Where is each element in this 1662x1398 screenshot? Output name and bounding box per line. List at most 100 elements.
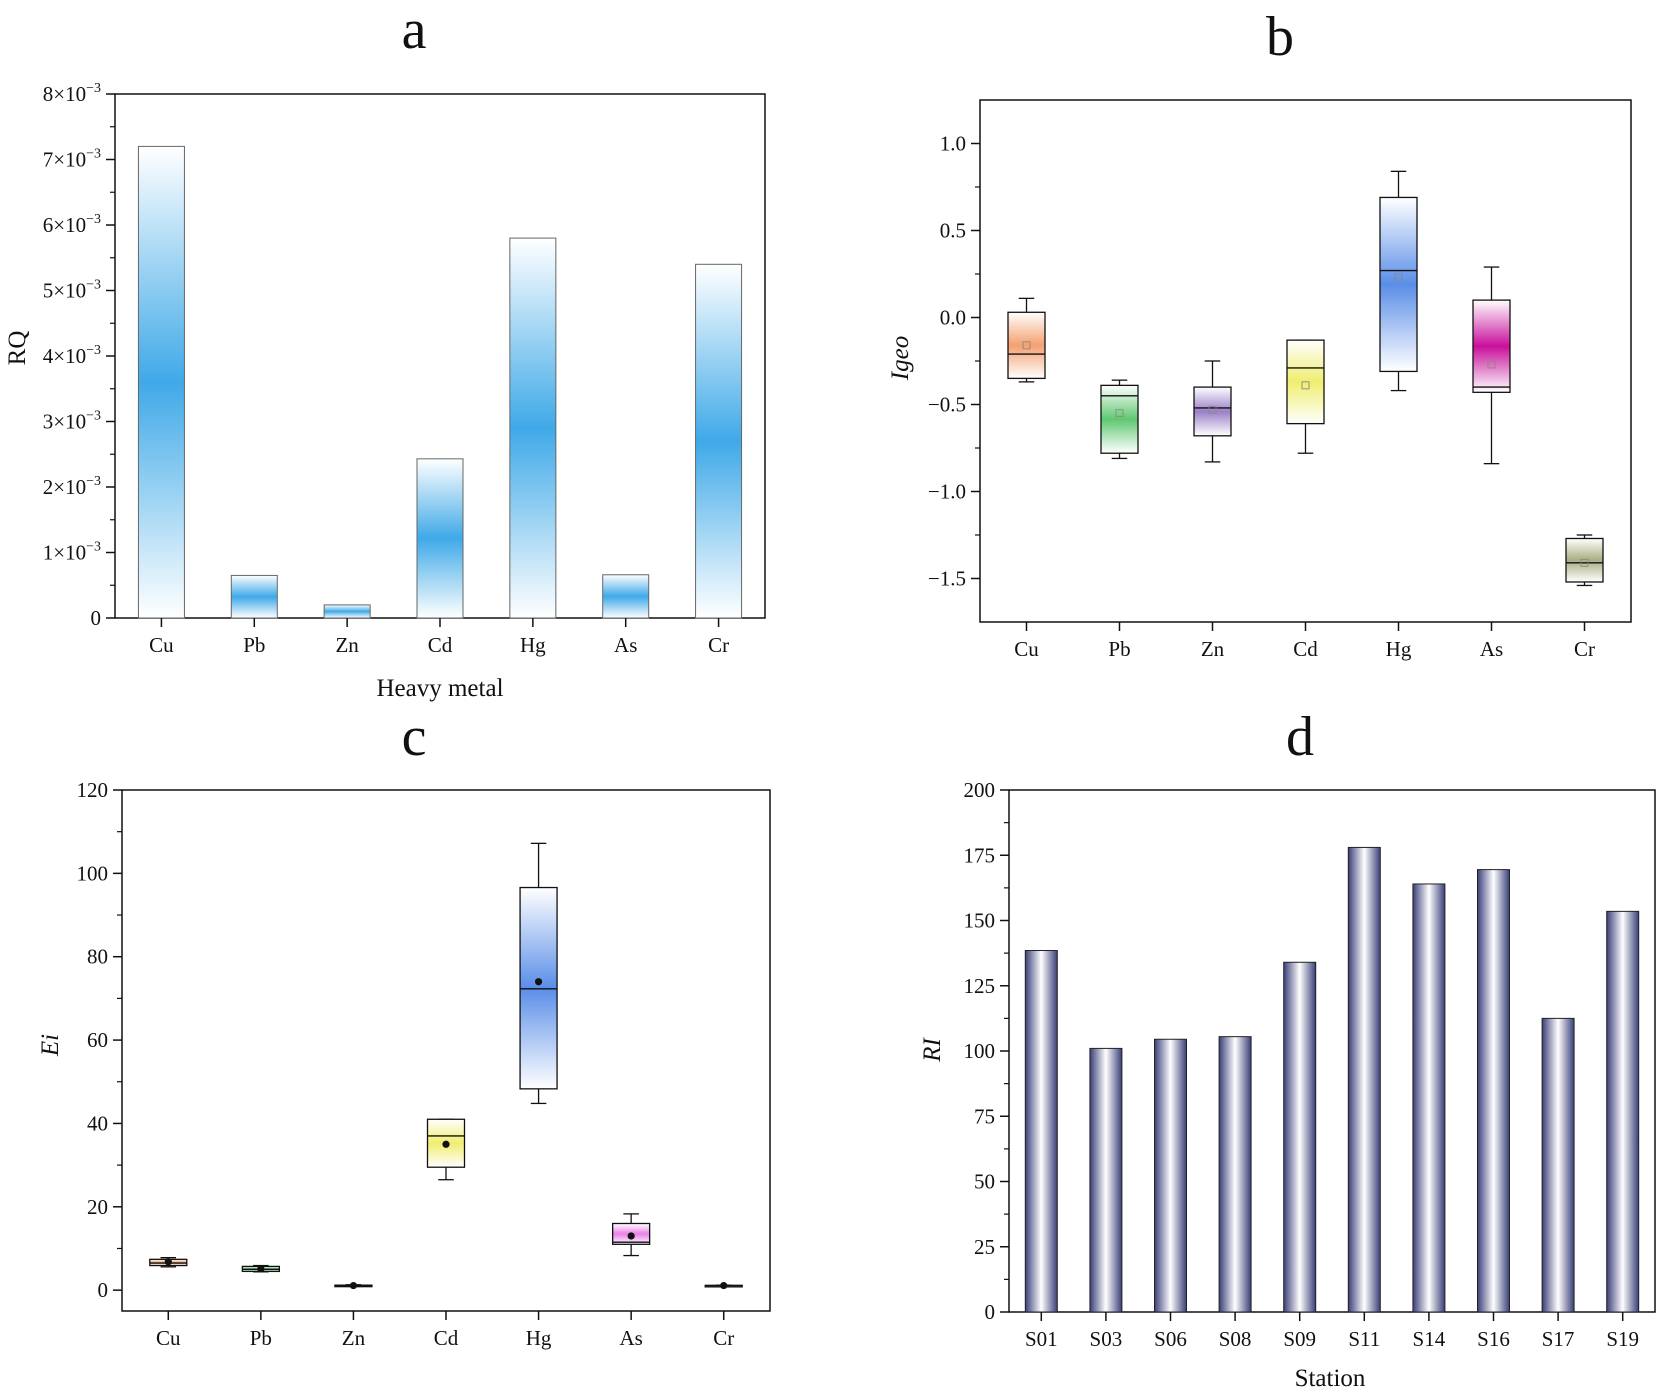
panel-b-xtick-label: As	[1480, 637, 1503, 661]
panel-c-ylabel: Ei	[37, 1034, 64, 1057]
panel-a-ytick-label: 1×10−3	[43, 540, 101, 565]
panel-b-box	[1193, 386, 1232, 437]
panel-d-ylabel: RI	[919, 1037, 946, 1063]
panel-d-xtick-label: S08	[1219, 1327, 1252, 1351]
panel-d-ytick-label: 175	[964, 843, 996, 867]
panel-d-xtick-label: S06	[1154, 1327, 1187, 1351]
panel-b-xtick-label: Pb	[1108, 637, 1130, 661]
panel-d-bar	[1218, 1036, 1252, 1313]
panel-b-xtick-label: Zn	[1201, 637, 1225, 661]
panel-c-xtick-label: As	[619, 1326, 642, 1350]
panel-a-ytick-label: 0	[91, 606, 102, 630]
panel-d-bar	[1541, 1017, 1575, 1313]
panel-b-box	[1379, 196, 1418, 373]
panel-b-ytick-label: −1.0	[928, 480, 966, 504]
panel-a-xlabel: Heavy metal	[376, 675, 503, 702]
panel-b-ytick-label: 0.0	[940, 306, 966, 330]
panel-a-xtick-label: As	[614, 633, 637, 657]
panel-d-xtick-label: S17	[1542, 1327, 1575, 1351]
panel-a-bar	[323, 604, 371, 619]
panel-c-mean	[442, 1140, 450, 1148]
panel-a-bar	[230, 574, 278, 619]
panel-b-box	[1007, 311, 1046, 380]
panel-c-xtick-label: Cd	[434, 1326, 459, 1350]
panel-d-ytick-label: 75	[974, 1104, 995, 1128]
panel-a-ytick-label: 6×10−3	[43, 212, 101, 237]
plot-layer: 0 1×10−3 2×10−3 3×10−3 4×10−3 5×10−3 6×10−3 7×1…	[43, 81, 1656, 1351]
panel-d-bar	[1283, 961, 1317, 1313]
panel-d-ytick-label: 0	[985, 1300, 996, 1324]
panel-a-ytick-label: 3×10−3	[43, 409, 101, 434]
panel-d-ytick-label: 100	[964, 1039, 996, 1063]
panel-a-ylabel: RQ	[4, 331, 31, 366]
panel-c-mean	[534, 978, 543, 986]
panel-d-bar	[1606, 910, 1640, 1313]
panel-a-ytick-label: 4×10−3	[43, 343, 101, 368]
panel-c-xtick-label: Zn	[342, 1326, 366, 1350]
panel-c-mean	[720, 1281, 728, 1290]
panel-d-ytick-label: 200	[964, 778, 996, 802]
panel-d-xtick-label: S19	[1606, 1327, 1639, 1351]
panel-c-ytick-label: 0	[98, 1278, 109, 1302]
panel-b-ytick-label: −0.5	[928, 393, 966, 417]
panel-d-xtick-label: S09	[1283, 1327, 1316, 1351]
panel-c-xtick-label: Pb	[250, 1326, 272, 1350]
panel-c-ytick-label: 40	[87, 1111, 108, 1135]
panel-a-bar	[416, 458, 464, 619]
panel-d-xtick-label: S14	[1413, 1327, 1446, 1351]
panel-c-xtick-label: Cr	[713, 1326, 734, 1350]
panel-a-bar	[509, 237, 557, 619]
panel-d-ytick-label: 25	[974, 1235, 995, 1259]
panel-a-bar	[602, 574, 650, 619]
panel-c-ytick-label: 120	[77, 778, 109, 802]
panel-b-xtick-label: Cr	[1574, 637, 1595, 661]
panel-a-ytick-label: 5×10−3	[43, 278, 101, 303]
panel-b-mean	[1115, 409, 1124, 418]
panel-b-box	[1565, 537, 1604, 583]
panel-d-ytick-label: 150	[964, 909, 996, 933]
panel-b-box	[1472, 299, 1511, 393]
panel-d-title: d	[1286, 706, 1314, 768]
panel-b-xtick-label: Hg	[1386, 637, 1412, 661]
panel-c-mean	[164, 1258, 172, 1266]
panel-b-mean	[1022, 341, 1031, 350]
panel-c-mean	[257, 1265, 265, 1273]
panel-b-box	[1100, 384, 1139, 454]
panel-c-xtick-label: Hg	[526, 1326, 552, 1350]
panel-b-ytick-label: 0.5	[940, 219, 966, 243]
panel-a-xtick-label: Hg	[520, 633, 546, 657]
panel-c-xtick-label: Cu	[156, 1326, 181, 1350]
panel-b-mean	[1487, 360, 1496, 369]
panel-c-mean	[627, 1232, 635, 1240]
panel-c-title: c	[402, 706, 427, 768]
panel-d-xtick-label: S01	[1025, 1327, 1058, 1351]
panel-c-ytick-label: 20	[87, 1195, 108, 1219]
panel-a-ytick-label: 2×10−3	[43, 474, 101, 499]
panel-a-bar	[137, 145, 185, 619]
panel-d-xtick-label: S11	[1348, 1327, 1380, 1351]
panel-a-bar	[695, 263, 743, 619]
panel-d-bar	[1347, 846, 1381, 1313]
panel-b-ytick-label: −1.5	[928, 567, 966, 591]
panel-a-ytick-label: 7×10−3	[43, 147, 101, 172]
panel-d-xtick-label: S03	[1090, 1327, 1123, 1351]
panel-b-mean	[1394, 273, 1403, 282]
panel-a-xtick-label: Cd	[428, 633, 453, 657]
panel-d-bar	[1089, 1047, 1123, 1313]
panel-a-xtick-label: Cr	[708, 633, 729, 657]
panel-c-frame	[121, 789, 771, 1312]
panel-b-mean	[1301, 381, 1310, 390]
panel-d-ytick-label: 50	[974, 1170, 995, 1194]
panel-b-mean	[1208, 405, 1217, 414]
panel-c-ytick-label: 80	[87, 945, 108, 969]
panel-c-ytick-label: 100	[77, 861, 109, 885]
panel-a-title: a	[402, 0, 427, 61]
panel-d-bar	[1154, 1038, 1187, 1313]
panel-b-ylabel: Igeo	[887, 336, 914, 381]
panel-d-bar	[1024, 950, 1058, 1313]
panel-c-mean	[349, 1281, 358, 1290]
panel-a-xtick-label: Zn	[335, 633, 359, 657]
panel-d-xtick-label: S16	[1477, 1327, 1510, 1351]
panel-d-bar	[1477, 869, 1510, 1313]
